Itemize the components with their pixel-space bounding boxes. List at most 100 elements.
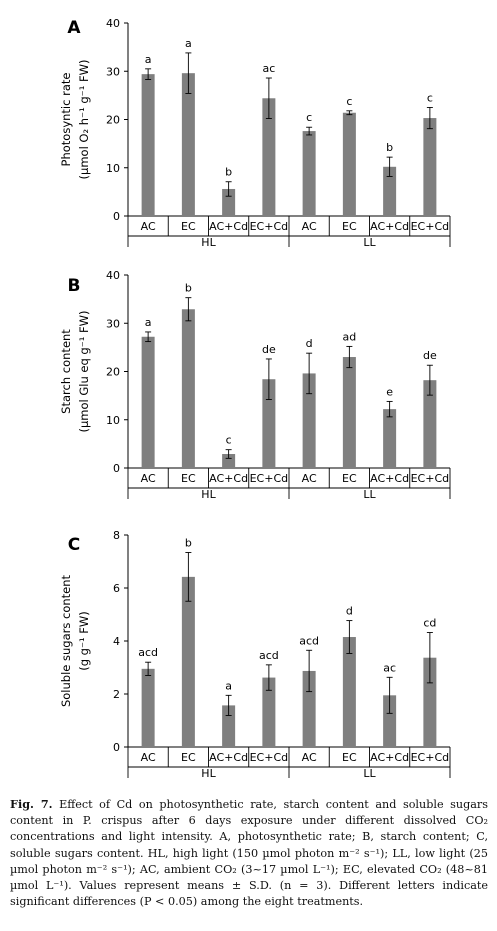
significance-letter: a xyxy=(185,37,192,50)
significance-letter: c xyxy=(346,95,352,108)
significance-letter: b xyxy=(386,141,393,154)
bar xyxy=(181,576,195,747)
bar xyxy=(383,695,397,747)
x-tick-label: EC+Cd xyxy=(250,220,289,233)
significance-letter: de xyxy=(262,343,276,356)
significance-letter: d xyxy=(306,337,313,350)
x-tick-label: EC xyxy=(342,472,357,485)
x-tick-label: EC xyxy=(181,751,196,764)
panel-letter: C xyxy=(68,535,80,555)
x-tick-label: EC xyxy=(342,220,357,233)
significance-letter: de xyxy=(423,349,437,362)
x-tick-label: AC+Cd xyxy=(370,751,409,764)
y-tick-label: 20 xyxy=(106,366,120,379)
bar xyxy=(423,657,437,747)
x-tick-label: EC+Cd xyxy=(250,472,289,485)
y-axis-label-line1: Starch content xyxy=(59,329,73,414)
y-axis-label-line1: Soluble sugars content xyxy=(59,574,73,707)
y-tick-label: 6 xyxy=(113,582,120,595)
bar xyxy=(383,409,397,468)
bar xyxy=(222,705,236,747)
x-tick-label: EC+Cd xyxy=(411,751,450,764)
bar xyxy=(383,166,397,216)
group-label: HL xyxy=(201,767,216,780)
x-tick-label: AC xyxy=(302,751,317,764)
y-tick-label: 40 xyxy=(106,269,120,282)
x-tick-label: AC xyxy=(302,472,317,485)
significance-letter: ac xyxy=(383,661,396,674)
y-axis-label-line2: (µmol Glu eq g⁻¹ FW) xyxy=(77,310,91,432)
group-label: LL xyxy=(363,767,376,780)
significance-letter: a xyxy=(145,53,152,66)
panel-letter: A xyxy=(67,18,81,38)
significance-letter: d xyxy=(346,605,353,618)
group-label: LL xyxy=(363,488,376,501)
bar xyxy=(302,131,316,216)
bar xyxy=(141,336,155,468)
x-tick-label: EC+Cd xyxy=(250,751,289,764)
significance-letter: c xyxy=(306,111,312,124)
group-label: LL xyxy=(363,236,376,249)
x-tick-label: EC+Cd xyxy=(411,220,450,233)
bar xyxy=(141,74,155,217)
y-tick-label: 0 xyxy=(113,462,120,475)
significance-letter: ad xyxy=(343,330,357,343)
panel-letter: B xyxy=(68,276,81,296)
y-tick-label: 10 xyxy=(106,162,120,175)
y-axis-label-line2: (g g⁻¹ FW) xyxy=(77,611,91,671)
significance-letter: a xyxy=(225,679,232,692)
y-tick-label: 30 xyxy=(106,65,120,78)
caption-text: Effect of Cd on photosynthetic rate, sta… xyxy=(10,798,489,909)
caption-label: Fig. 7. xyxy=(10,797,53,811)
significance-letter: ac xyxy=(262,62,275,75)
bar xyxy=(302,670,316,747)
y-tick-label: 40 xyxy=(106,17,120,30)
y-tick-label: 0 xyxy=(113,210,120,223)
y-tick-label: 2 xyxy=(113,688,120,701)
bar xyxy=(262,677,276,747)
significance-letter: cd xyxy=(423,617,436,630)
bar xyxy=(141,668,155,747)
bar xyxy=(302,373,316,468)
y-tick-label: 4 xyxy=(113,635,120,648)
x-tick-label: AC xyxy=(141,220,156,233)
significance-letter: e xyxy=(386,385,393,398)
significance-letter: b xyxy=(185,536,192,549)
bar xyxy=(222,188,236,216)
x-tick-label: AC+Cd xyxy=(209,220,248,233)
y-axis-label-line2: (µmol O₂ h⁻¹ g⁻¹ FW) xyxy=(77,60,91,180)
x-tick-label: AC+Cd xyxy=(209,751,248,764)
x-tick-label: AC xyxy=(141,751,156,764)
x-tick-label: AC+Cd xyxy=(209,472,248,485)
y-tick-label: 10 xyxy=(106,414,120,427)
bar xyxy=(222,454,236,468)
bar xyxy=(262,379,276,468)
x-tick-label: AC xyxy=(141,472,156,485)
bar xyxy=(181,309,195,468)
x-tick-label: AC+Cd xyxy=(370,472,409,485)
x-tick-label: EC xyxy=(181,220,196,233)
bar xyxy=(181,73,195,217)
significance-letter: acd xyxy=(259,649,279,662)
x-tick-label: EC xyxy=(342,751,357,764)
x-tick-label: AC xyxy=(302,220,317,233)
bar xyxy=(342,637,356,747)
bar xyxy=(423,118,437,216)
bar xyxy=(342,357,356,468)
significance-letter: acd xyxy=(299,634,319,647)
x-tick-label: AC+Cd xyxy=(370,220,409,233)
significance-letter: acd xyxy=(138,646,158,659)
y-axis-label-line1: Photosyntic rate xyxy=(59,73,73,167)
x-tick-label: EC xyxy=(181,472,196,485)
significance-letter: b xyxy=(225,166,232,179)
group-label: HL xyxy=(201,488,216,501)
y-tick-label: 8 xyxy=(113,529,120,542)
bar xyxy=(423,380,437,468)
bar xyxy=(342,112,356,216)
y-tick-label: 30 xyxy=(106,317,120,330)
significance-letter: c xyxy=(226,434,232,447)
significance-letter: c xyxy=(427,91,433,104)
significance-letter: a xyxy=(145,316,152,329)
figure-caption: Fig. 7. Effect of Cd on photosynthetic r… xyxy=(10,796,488,910)
